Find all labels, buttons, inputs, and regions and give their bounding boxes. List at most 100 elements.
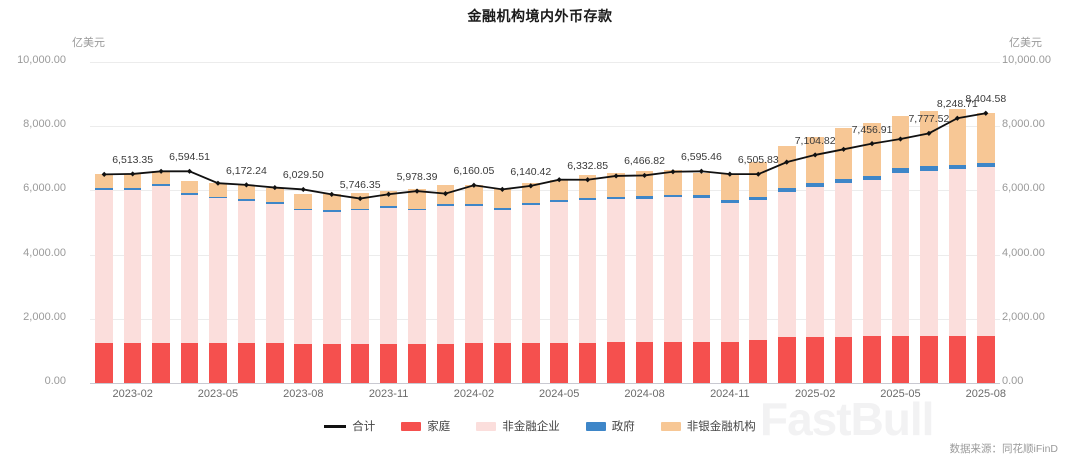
bar-stack[interactable] — [493, 189, 512, 383]
total-line-marker[interactable] — [357, 195, 363, 202]
total-line-marker[interactable] — [812, 152, 818, 158]
total-line-path — [104, 112, 986, 200]
total-line-marker[interactable] — [641, 172, 648, 179]
bar-segment — [692, 173, 711, 196]
bar-segment — [180, 193, 199, 196]
bar-segment — [948, 108, 967, 165]
bar-stack[interactable] — [266, 187, 284, 383]
bar-stack[interactable] — [834, 128, 853, 383]
total-line-marker[interactable] — [329, 191, 335, 197]
bar-stack[interactable] — [607, 173, 625, 383]
bar-stack[interactable] — [920, 110, 938, 383]
total-line-marker[interactable] — [272, 184, 278, 191]
data-point-label: 6,505.83 — [737, 154, 779, 167]
total-line-marker[interactable] — [840, 146, 847, 152]
total-line-marker[interactable] — [784, 159, 790, 165]
total-line-marker[interactable] — [698, 168, 705, 174]
bar-segment — [948, 336, 967, 383]
bar-segment — [863, 336, 881, 383]
total-line-marker[interactable] — [585, 177, 591, 183]
bar-stack[interactable] — [180, 180, 199, 383]
bar-segment — [550, 179, 569, 200]
bar-stack[interactable] — [294, 194, 313, 383]
bar-segment — [948, 169, 967, 337]
total-line-marker[interactable] — [869, 141, 875, 147]
y-axis-unit-left: 亿美元 — [72, 37, 105, 49]
total-line-marker[interactable] — [300, 186, 306, 193]
total-line-marker[interactable] — [556, 177, 562, 183]
bar-stack[interactable] — [237, 185, 256, 383]
bar-stack[interactable] — [465, 184, 483, 383]
legend-line-icon — [324, 424, 347, 428]
total-line-marker[interactable] — [983, 110, 989, 116]
bar-stack[interactable] — [664, 170, 682, 383]
total-line-marker[interactable] — [243, 182, 250, 188]
x-axis-tick: 2023-11 — [368, 388, 409, 400]
y-axis-tick-right: 6,000.00 — [1002, 182, 1045, 195]
legend-item-0[interactable]: 合计 — [324, 418, 375, 434]
legend-item-4[interactable]: 非银金融机构 — [660, 418, 756, 434]
bar-stack[interactable] — [692, 173, 711, 383]
bar-stack[interactable] — [95, 174, 114, 383]
total-line-marker[interactable] — [670, 169, 676, 175]
bar-segment — [152, 342, 170, 383]
gridline — [90, 383, 1000, 384]
total-line-marker[interactable] — [101, 171, 107, 177]
bar-segment — [721, 174, 739, 201]
total-line-marker[interactable] — [186, 168, 193, 174]
bar-stack[interactable] — [123, 173, 142, 383]
bar-stack[interactable] — [891, 116, 910, 383]
bar-segment — [408, 344, 426, 383]
bar-stack[interactable] — [209, 183, 227, 383]
y-axis-tick-right: 4,000.00 — [1002, 246, 1045, 259]
bar-stack[interactable] — [521, 182, 540, 383]
gridline — [90, 62, 1000, 63]
bar-stack[interactable] — [408, 189, 426, 383]
total-line-marker[interactable] — [442, 191, 449, 197]
bar-stack[interactable] — [749, 162, 768, 383]
bar-stack[interactable] — [550, 179, 569, 383]
total-line-marker[interactable] — [215, 180, 221, 186]
total-line-marker[interactable] — [158, 168, 164, 174]
bar-stack[interactable] — [806, 137, 824, 383]
total-line-marker[interactable] — [130, 171, 136, 177]
bar-stack[interactable] — [948, 108, 967, 383]
total-line-marker[interactable] — [414, 188, 420, 194]
total-line-marker[interactable] — [499, 186, 505, 193]
total-line-layer — [101, 110, 989, 202]
bar-segment — [920, 336, 938, 383]
bar-stack[interactable] — [379, 191, 398, 383]
total-line-marker[interactable] — [528, 183, 534, 189]
bar-segment — [692, 341, 711, 383]
total-line-marker[interactable] — [897, 136, 904, 142]
total-line-marker[interactable] — [385, 191, 392, 197]
total-line-marker[interactable] — [755, 171, 761, 177]
bar-stack[interactable] — [976, 113, 995, 383]
bar-segment — [721, 341, 739, 383]
legend-item-1[interactable]: 家庭 — [401, 418, 450, 434]
bar-stack[interactable] — [322, 194, 341, 383]
total-line-marker[interactable] — [727, 171, 733, 177]
bar-stack[interactable] — [578, 175, 597, 383]
bar-segment — [607, 199, 625, 343]
total-line-marker[interactable] — [926, 130, 932, 136]
legend-item-2[interactable]: 非金融企业 — [476, 418, 560, 434]
bar-segment — [550, 342, 569, 383]
bar-segment — [436, 343, 455, 383]
legend-item-3[interactable]: 政府 — [585, 418, 635, 434]
total-line-marker[interactable] — [954, 115, 960, 121]
bar-segment — [465, 206, 483, 344]
bar-stack[interactable] — [863, 123, 881, 383]
bar-stack[interactable] — [777, 145, 796, 383]
bar-segment — [721, 202, 739, 342]
bar-segment — [976, 162, 995, 168]
bar-segment — [180, 195, 199, 343]
bar-segment — [95, 174, 114, 188]
data-point-label: 6,595.46 — [680, 151, 722, 164]
bar-stack[interactable] — [635, 171, 654, 383]
total-line-marker[interactable] — [471, 182, 477, 188]
bar-stack[interactable] — [152, 171, 170, 383]
data-point-label: 8,404.58 — [965, 93, 1007, 106]
bar-stack[interactable] — [721, 174, 739, 383]
total-line-marker[interactable] — [613, 173, 619, 179]
